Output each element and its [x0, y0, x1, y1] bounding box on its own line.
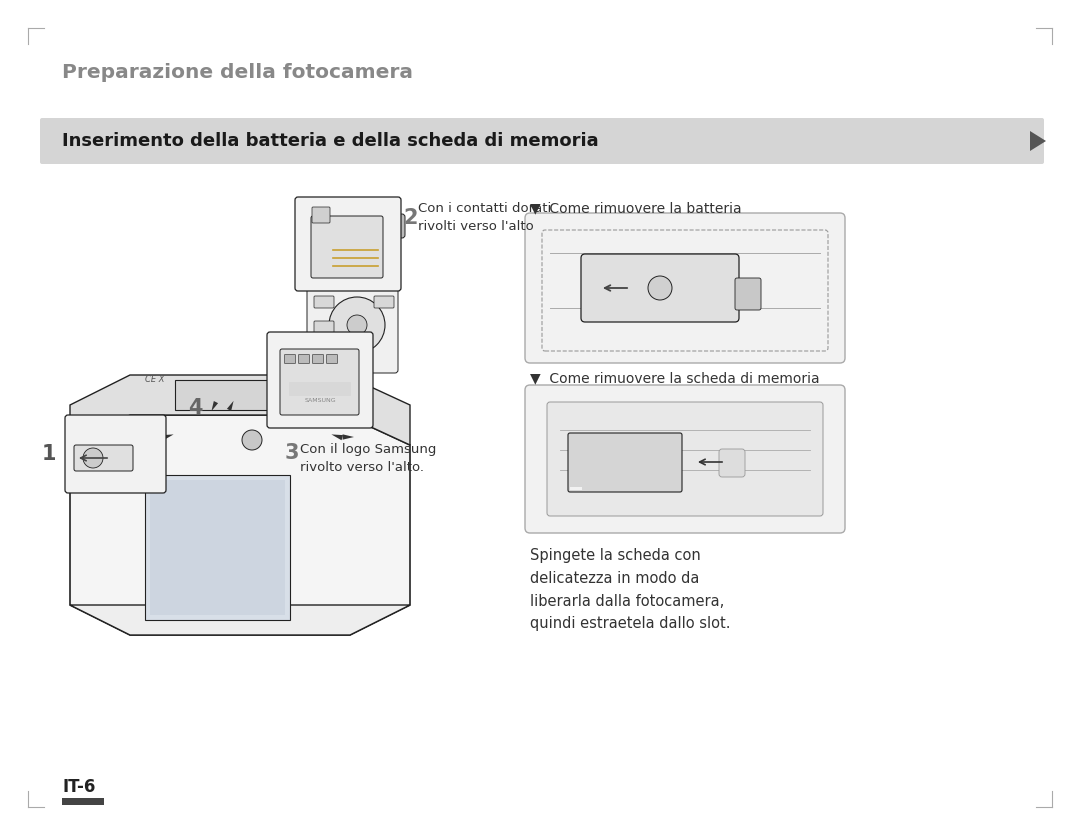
FancyBboxPatch shape	[568, 433, 681, 492]
FancyBboxPatch shape	[314, 296, 334, 308]
Polygon shape	[227, 401, 233, 411]
FancyBboxPatch shape	[525, 385, 845, 533]
Polygon shape	[175, 380, 330, 410]
FancyBboxPatch shape	[312, 355, 324, 363]
Polygon shape	[342, 434, 354, 440]
Polygon shape	[212, 401, 218, 411]
FancyBboxPatch shape	[525, 213, 845, 363]
FancyBboxPatch shape	[374, 271, 394, 283]
Polygon shape	[70, 605, 410, 635]
FancyBboxPatch shape	[326, 355, 337, 363]
Polygon shape	[150, 480, 285, 615]
Text: Inserimento della batteria e della scheda di memoria: Inserimento della batteria e della sched…	[62, 132, 598, 150]
FancyBboxPatch shape	[314, 222, 336, 236]
Polygon shape	[70, 415, 410, 635]
FancyBboxPatch shape	[289, 382, 351, 396]
Circle shape	[648, 276, 672, 300]
FancyBboxPatch shape	[75, 445, 133, 471]
Text: Con il logo Samsung
rivolto verso l'alto.: Con il logo Samsung rivolto verso l'alto…	[300, 443, 436, 474]
Polygon shape	[151, 434, 162, 440]
FancyBboxPatch shape	[581, 254, 739, 322]
FancyBboxPatch shape	[295, 197, 401, 291]
Text: 3: 3	[285, 443, 299, 463]
FancyBboxPatch shape	[546, 402, 823, 516]
FancyBboxPatch shape	[346, 222, 368, 236]
FancyBboxPatch shape	[314, 271, 334, 283]
Polygon shape	[70, 375, 410, 445]
Circle shape	[329, 297, 384, 353]
Circle shape	[347, 315, 367, 335]
Text: CE X: CE X	[145, 376, 164, 384]
Circle shape	[242, 430, 262, 450]
Text: 4: 4	[188, 398, 203, 418]
FancyBboxPatch shape	[719, 449, 745, 477]
FancyBboxPatch shape	[374, 296, 394, 308]
Polygon shape	[1030, 131, 1047, 151]
FancyBboxPatch shape	[267, 332, 373, 428]
FancyBboxPatch shape	[40, 118, 1044, 164]
Text: 2: 2	[403, 208, 418, 228]
FancyBboxPatch shape	[280, 349, 359, 415]
FancyBboxPatch shape	[735, 278, 761, 310]
Text: Preparazione della fotocamera: Preparazione della fotocamera	[62, 63, 413, 82]
FancyBboxPatch shape	[298, 355, 310, 363]
Text: ▼  Come rimuovere la batteria: ▼ Come rimuovere la batteria	[530, 201, 742, 215]
FancyBboxPatch shape	[363, 215, 395, 234]
Polygon shape	[570, 487, 582, 490]
FancyBboxPatch shape	[307, 222, 399, 373]
Text: Con i contatti dorati
rivolti verso l'alto: Con i contatti dorati rivolti verso l'al…	[418, 203, 551, 234]
FancyBboxPatch shape	[62, 798, 104, 805]
Text: 1: 1	[41, 444, 56, 464]
Text: ▼  Come rimuovere la scheda di memoria: ▼ Come rimuovere la scheda di memoria	[530, 371, 820, 385]
FancyBboxPatch shape	[311, 216, 383, 278]
Text: SAMSUNG: SAMSUNG	[305, 398, 336, 403]
FancyBboxPatch shape	[65, 415, 166, 493]
Polygon shape	[332, 434, 343, 440]
Circle shape	[83, 448, 103, 468]
FancyBboxPatch shape	[312, 207, 330, 223]
Text: IT-6: IT-6	[62, 778, 95, 796]
FancyBboxPatch shape	[314, 321, 334, 333]
FancyBboxPatch shape	[284, 355, 296, 363]
Text: Spingete la scheda con
delicatezza in modo da
liberarla dalla fotocamera,
quindi: Spingete la scheda con delicatezza in mo…	[530, 548, 730, 631]
FancyBboxPatch shape	[367, 214, 405, 238]
Polygon shape	[145, 475, 291, 620]
Polygon shape	[162, 434, 174, 440]
